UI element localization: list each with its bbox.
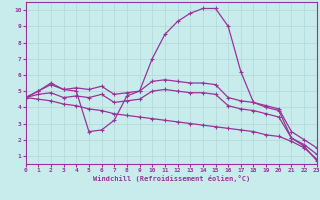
X-axis label: Windchill (Refroidissement éolien,°C): Windchill (Refroidissement éolien,°C) [92,175,250,182]
